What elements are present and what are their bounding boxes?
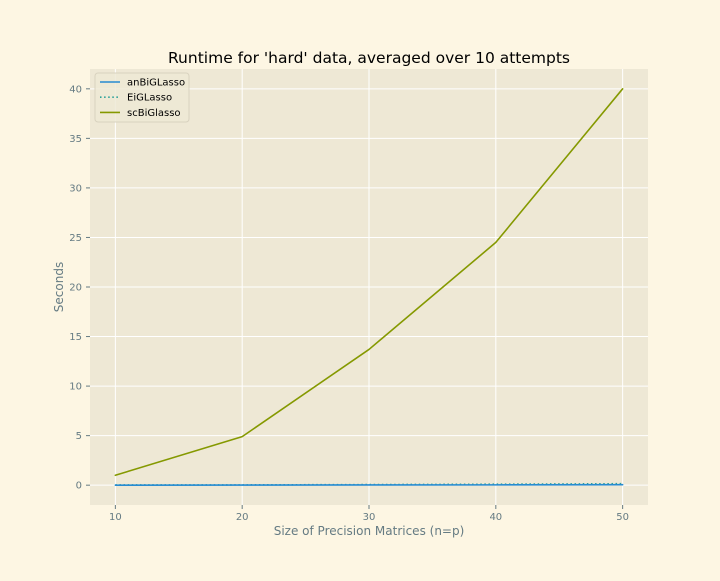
x-tick-label: 20 [236,512,249,523]
x-tick-label: 30 [363,512,376,523]
x-axis-label: Size of Precision Matrices (n=p) [274,524,465,538]
y-axis-ticks: 0 5 10 15 20 25 30 35 40 [69,84,90,491]
chart-title: Runtime for 'hard' data, averaged over 1… [168,49,570,67]
y-tick-label: 40 [69,84,82,95]
y-tick-label: 30 [69,183,82,194]
y-tick-label: 0 [76,481,82,492]
legend-label: anBiGLasso [127,78,185,89]
y-tick-label: 25 [69,233,82,244]
x-tick-label: 50 [616,512,629,523]
y-tick-label: 10 [69,382,82,393]
y-tick-label: 20 [69,283,82,294]
x-axis-ticks: 10 20 30 40 50 [109,505,629,523]
x-tick-label: 10 [109,512,122,523]
y-tick-label: 35 [69,134,82,145]
y-tick-label: 5 [76,431,82,442]
legend: anBiGLasso EiGLasso scBiGlasso [95,73,189,122]
y-tick-label: 15 [69,332,82,343]
legend-label: scBiGlasso [127,108,181,119]
y-axis-label: Seconds [52,262,66,312]
legend-label: EiGLasso [127,93,172,104]
x-tick-label: 40 [489,512,502,523]
